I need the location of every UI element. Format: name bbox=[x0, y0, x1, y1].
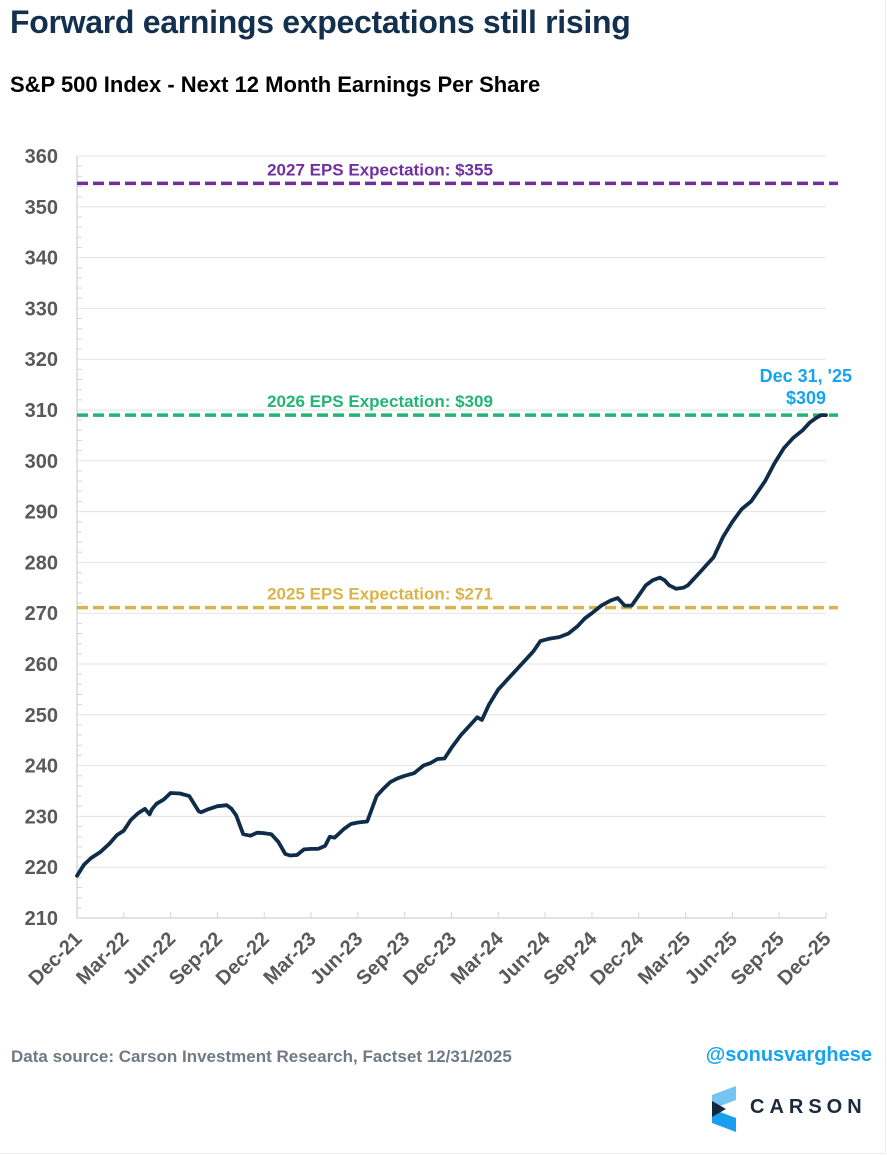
page-title: Forward earnings expectations still risi… bbox=[10, 4, 631, 40]
y-tick-label: 320 bbox=[25, 349, 58, 371]
reference-lines: 2027 EPS Expectation: $355 2026 EPS Expec… bbox=[77, 160, 838, 610]
reference-line-label: 2026 EPS Expectation: $309 bbox=[267, 392, 493, 411]
author-handle[interactable]: @sonusvarghese bbox=[705, 1044, 872, 1066]
y-tick-label: 360 bbox=[25, 146, 58, 168]
x-tick-label: Dec-21 bbox=[25, 928, 87, 990]
x-tick-label: Dec-23 bbox=[399, 928, 461, 990]
y-axis-tick-labels: 210 220 230 240 250 260 270 280 290 300 310 320 330 3… bbox=[25, 146, 58, 930]
y-tick-label: 340 bbox=[25, 248, 58, 270]
x-tick-label: Dec-22 bbox=[212, 928, 274, 990]
reference-line-label: 2027 EPS Expectation: $355 bbox=[267, 160, 493, 179]
y-tick-label: 210 bbox=[25, 908, 58, 930]
gridlines bbox=[77, 155, 826, 868]
y-tick-label: 290 bbox=[25, 502, 58, 524]
annotations: Dec 31, '25 $309 bbox=[760, 366, 852, 408]
carson-logo: CARSON bbox=[706, 1086, 876, 1132]
y-tick-label: 280 bbox=[25, 552, 58, 574]
y-tick-label: 270 bbox=[25, 603, 58, 625]
y-tick-label: 240 bbox=[25, 756, 58, 778]
y-tick-label: 250 bbox=[25, 705, 58, 727]
y-tick-label: 330 bbox=[25, 298, 58, 320]
carson-logo-icon bbox=[712, 1086, 736, 1132]
y-tick-label: 300 bbox=[25, 451, 58, 473]
data-source-note: Data source: Carson Investment Research,… bbox=[11, 1047, 512, 1066]
logo-text: CARSON bbox=[750, 1096, 867, 1118]
y-tick-label: 220 bbox=[25, 857, 58, 879]
y-tick-label: 260 bbox=[25, 654, 58, 676]
end-value-label: $309 bbox=[786, 388, 826, 408]
x-tick-label: Dec-25 bbox=[774, 928, 836, 990]
chart-subtitle: S&P 500 Index - Next 12 Month Earnings P… bbox=[10, 72, 541, 97]
x-axis-tick-labels: Dec-21Mar-22Jun-22Sep-22Dec-22Mar-23Jun-… bbox=[25, 927, 836, 990]
x-tick-label: Dec-24 bbox=[586, 927, 649, 990]
y-tick-label: 350 bbox=[25, 197, 58, 219]
y-tick-label: 230 bbox=[25, 806, 58, 828]
axes bbox=[76, 156, 827, 919]
series bbox=[75, 413, 828, 878]
reference-line-label: 2025 EPS Expectation: $271 bbox=[267, 585, 493, 604]
end-date-label: Dec 31, '25 bbox=[760, 366, 852, 386]
line-chart: 210 220 230 240 250 260 270 280 290 300 310 320 330 3… bbox=[25, 146, 852, 990]
eps-series-line bbox=[75, 413, 828, 878]
y-tick-label: 310 bbox=[25, 400, 58, 422]
